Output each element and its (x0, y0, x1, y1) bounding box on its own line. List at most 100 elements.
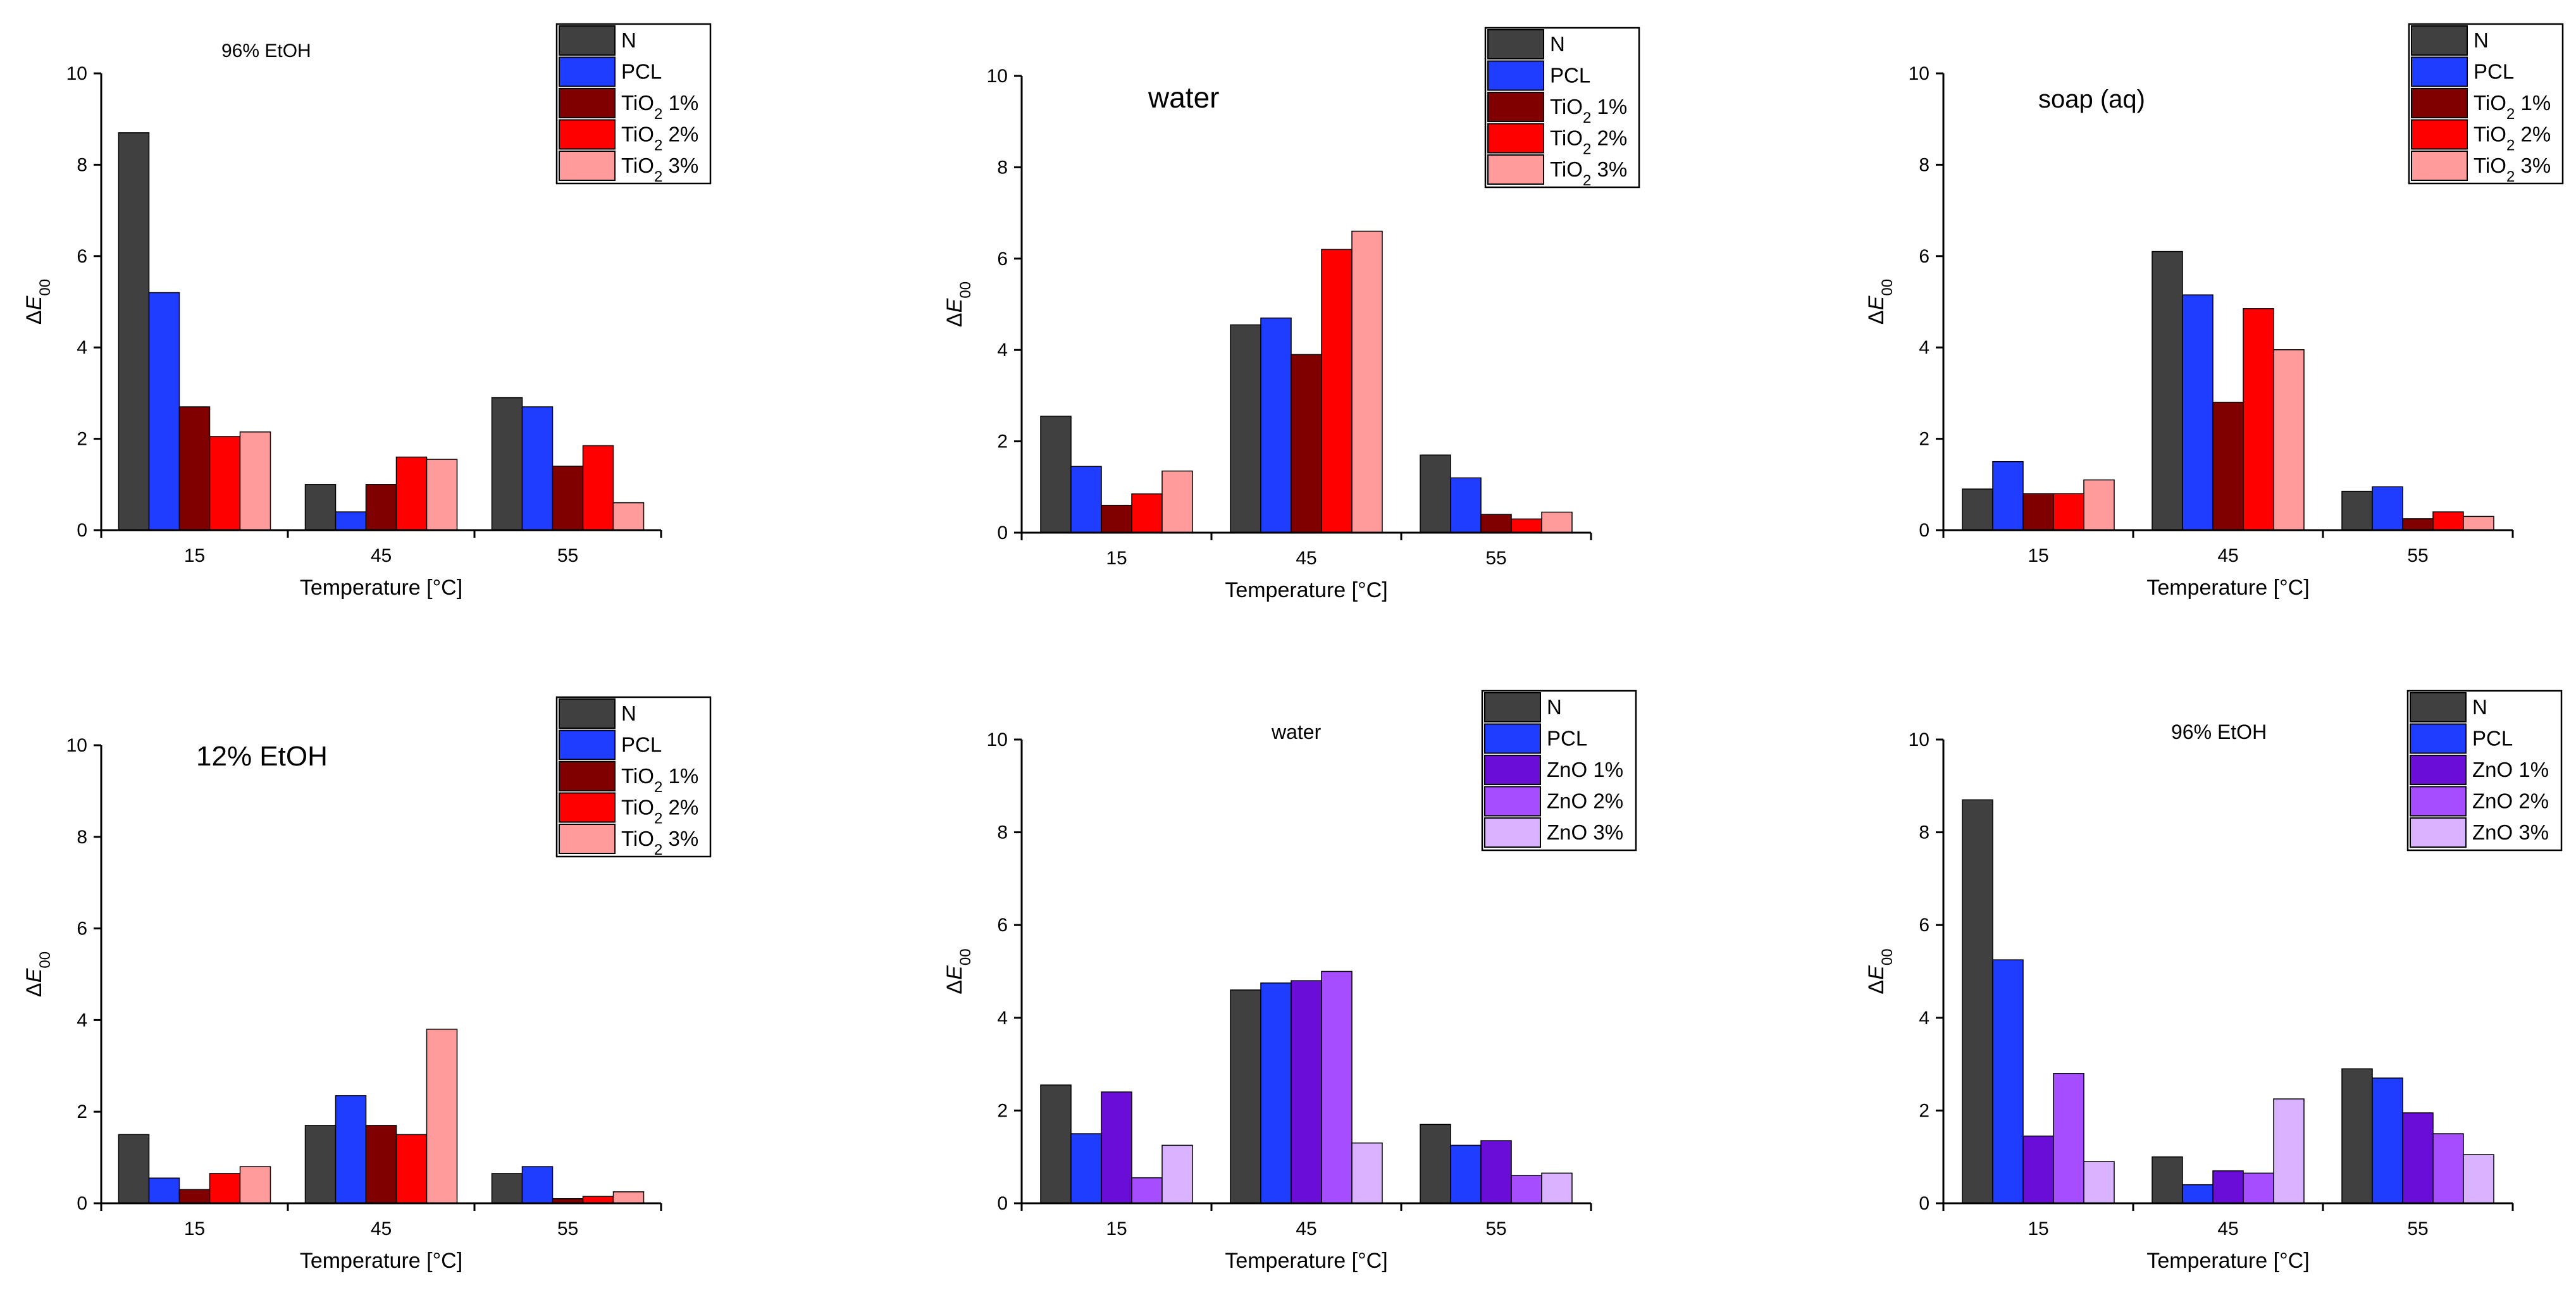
legend-swatch (2410, 692, 2467, 722)
y-tick-label: 2 (1919, 429, 1929, 450)
x-tick-label: 45 (1296, 548, 1316, 569)
legend-swatch (1484, 817, 1541, 848)
legend-swatch (1487, 92, 1544, 122)
legend-swatch (559, 88, 616, 118)
bar-tio2-3--55 (612, 1191, 645, 1204)
bar-tio2-2--45 (1321, 249, 1353, 533)
bar-n-55 (1420, 1124, 1451, 1204)
y-tick-label: 2 (77, 429, 87, 450)
bar-zno-2--55 (2432, 1133, 2464, 1204)
bar-tio2-3--45 (2273, 349, 2305, 531)
bar-tio2-3--55 (1541, 511, 1573, 533)
y-tick-label: 8 (77, 827, 87, 848)
chart-panel-1: 0 2 4 6 8 10 15 45 55 Temperature [°C] ΔE00 96% EtO… (22, 23, 712, 600)
bar-tio2-1--45 (1291, 354, 1322, 533)
bar-pcl-55 (1450, 477, 1482, 533)
bar-zno-2--15 (2053, 1073, 2084, 1204)
y-axis-title: ΔE00 (22, 951, 54, 997)
bar-zno-1--45 (1291, 980, 1322, 1204)
legend-label: PCL (2474, 60, 2514, 84)
y-tick-label: 6 (77, 246, 87, 267)
x-tick-label: 15 (184, 545, 205, 566)
bar-zno-3--15 (2083, 1161, 2115, 1204)
legend-label: TiO2 2% (621, 123, 698, 154)
legend-swatch (1484, 692, 1541, 722)
legend-swatch (559, 761, 616, 791)
legend-label: TiO2 3% (621, 154, 698, 185)
bar-zno-2--45 (1321, 970, 1353, 1204)
legend-swatch (2411, 88, 2468, 118)
y-tick-label: 10 (66, 735, 87, 756)
bar-n-55 (491, 397, 523, 531)
x-tick-label: 15 (1106, 548, 1127, 569)
legend-label: ZnO 1% (1547, 758, 1623, 781)
y-tick-label: 10 (987, 729, 1008, 750)
y-tick-label: 2 (1919, 1100, 1929, 1121)
y-axis-title: ΔE00 (943, 948, 974, 994)
bar-n-15 (1962, 799, 1993, 1204)
legend-label: ZnO 3% (1547, 821, 1623, 844)
bar-n-55 (491, 1173, 523, 1204)
y-tick-label: 0 (1919, 1193, 1929, 1214)
legend-label: TiO2 2% (621, 796, 698, 827)
bar-pcl-55 (521, 1166, 554, 1204)
legend: N PCL TiO2 1%TiO2 2%TiO2 3% (555, 696, 712, 858)
legend-label: TiO2 1% (621, 764, 698, 796)
chart-panel-4: 0 2 4 6 8 10 15 45 55 Temperature [°C] ΔE00 12% EtO… (22, 696, 712, 1273)
bar-tio2-1--15 (1101, 504, 1132, 533)
legend-swatch (1484, 755, 1541, 785)
bar-zno-2--45 (2243, 1172, 2274, 1204)
bar-n-45 (304, 1125, 337, 1204)
x-axis-title: Temperature [°C] (2146, 1249, 2309, 1273)
bar-tio2-3--45 (426, 1029, 458, 1204)
legend-swatch (559, 698, 616, 729)
legend: N PCL TiO2 1%TiO2 2%TiO2 3% (555, 23, 712, 185)
chart-title: soap (aq) (2038, 85, 2145, 113)
y-tick-label: 2 (997, 431, 1008, 452)
bar-tio2-3--55 (612, 502, 645, 531)
chart-title: water (1148, 81, 1219, 114)
bar-pcl-45 (2182, 294, 2214, 531)
chart-title: 12% EtOH (196, 741, 328, 772)
y-tick-label: 0 (997, 1193, 1008, 1214)
bar-zno-3--55 (1541, 1172, 1573, 1204)
chart-title: water (1271, 721, 1322, 743)
legend-swatch (1484, 786, 1541, 817)
legend-label: N (2472, 695, 2487, 719)
legend-label: PCL (621, 733, 662, 757)
bar-n-45 (1230, 989, 1261, 1204)
bar-zno-1--55 (1480, 1140, 1512, 1204)
bar-tio2-2--15 (1131, 493, 1163, 533)
bar-pcl-15 (1070, 466, 1102, 533)
bar-tio2-3--45 (1351, 230, 1383, 533)
y-tick-label: 6 (1919, 246, 1929, 267)
y-tick-label: 4 (997, 340, 1008, 361)
x-axis-title: Temperature [°C] (1225, 1249, 1387, 1273)
legend-label: N (1550, 32, 1565, 56)
chart-panel-3: 0 2 4 6 8 10 15 45 55 Temperature [°C] ΔE00 soap (a… (1864, 23, 2564, 600)
bar-tio2-1--15 (178, 406, 211, 531)
y-axis-title: ΔE00 (1864, 948, 1896, 994)
y-tick-label: 6 (1919, 915, 1929, 936)
legend-label: TiO2 1% (621, 91, 698, 123)
legend-label: TiO2 2% (1550, 127, 1627, 158)
legend-swatch (559, 151, 616, 181)
bar-pcl-15 (148, 292, 180, 531)
bar-n-15 (1040, 416, 1072, 533)
bar-pcl-15 (1992, 959, 2024, 1204)
bar-zno-1--15 (1101, 1091, 1132, 1204)
legend-swatch (2410, 723, 2467, 754)
bar-n-55 (1420, 454, 1451, 533)
y-tick-label: 10 (66, 63, 87, 84)
x-tick-label: 45 (2217, 545, 2238, 566)
legend: N PCL ZnO 1% ZnO 2% ZnO 3% (1481, 690, 1637, 852)
bar-pcl-55 (521, 406, 554, 531)
bar-zno-2--15 (1131, 1177, 1163, 1204)
bar-n-45 (2152, 1156, 2183, 1204)
legend-label: ZnO 2% (2472, 790, 2549, 813)
bar-pcl-45 (2182, 1184, 2214, 1204)
x-tick-label: 55 (557, 1218, 578, 1239)
legend: N PCL ZnO 1% ZnO 2% ZnO 3% (2406, 690, 2563, 852)
x-tick-label: 55 (2407, 1218, 2428, 1239)
bar-tio2-1--15 (2022, 493, 2054, 531)
